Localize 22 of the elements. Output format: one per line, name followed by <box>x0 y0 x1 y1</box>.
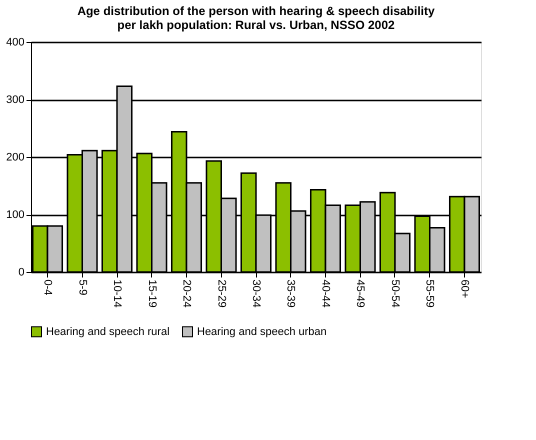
legend-label: Hearing and speech rural <box>46 326 170 338</box>
text: Age distribution of the person with hearing & speech disability <box>77 4 435 18</box>
y-tick-label: 400 <box>6 36 24 48</box>
x-tick-label: 25-29 <box>215 280 228 308</box>
legend-label: Hearing and speech urban <box>197 326 327 338</box>
x-tick-label: 45-49 <box>354 280 366 308</box>
x-tick-label: 40-44 <box>320 280 332 308</box>
x-tick-label: 30-34 <box>250 280 262 308</box>
x-tick-label: 10-14 <box>111 280 124 308</box>
y-tick-label: 100 <box>6 209 24 221</box>
y-tick-label: 300 <box>6 94 24 106</box>
x-tick-label: 50-54 <box>388 280 401 308</box>
x-tick-label: 15-19 <box>146 280 158 308</box>
x-tick-label: 55-59 <box>424 280 436 308</box>
x-tick-label: 20-24 <box>180 280 192 308</box>
x-tick-label: 60+ <box>458 280 470 298</box>
y-tick-label: 200 <box>6 152 24 164</box>
text: per lakh population: Rural vs. Urban, NSSO 2002 <box>117 18 395 32</box>
y-tick-label: 0 <box>18 266 24 278</box>
x-tick-label: 0-4 <box>42 280 54 296</box>
x-tick-label: 35-39 <box>284 280 297 308</box>
x-tick-label: 5-9 <box>76 280 88 296</box>
